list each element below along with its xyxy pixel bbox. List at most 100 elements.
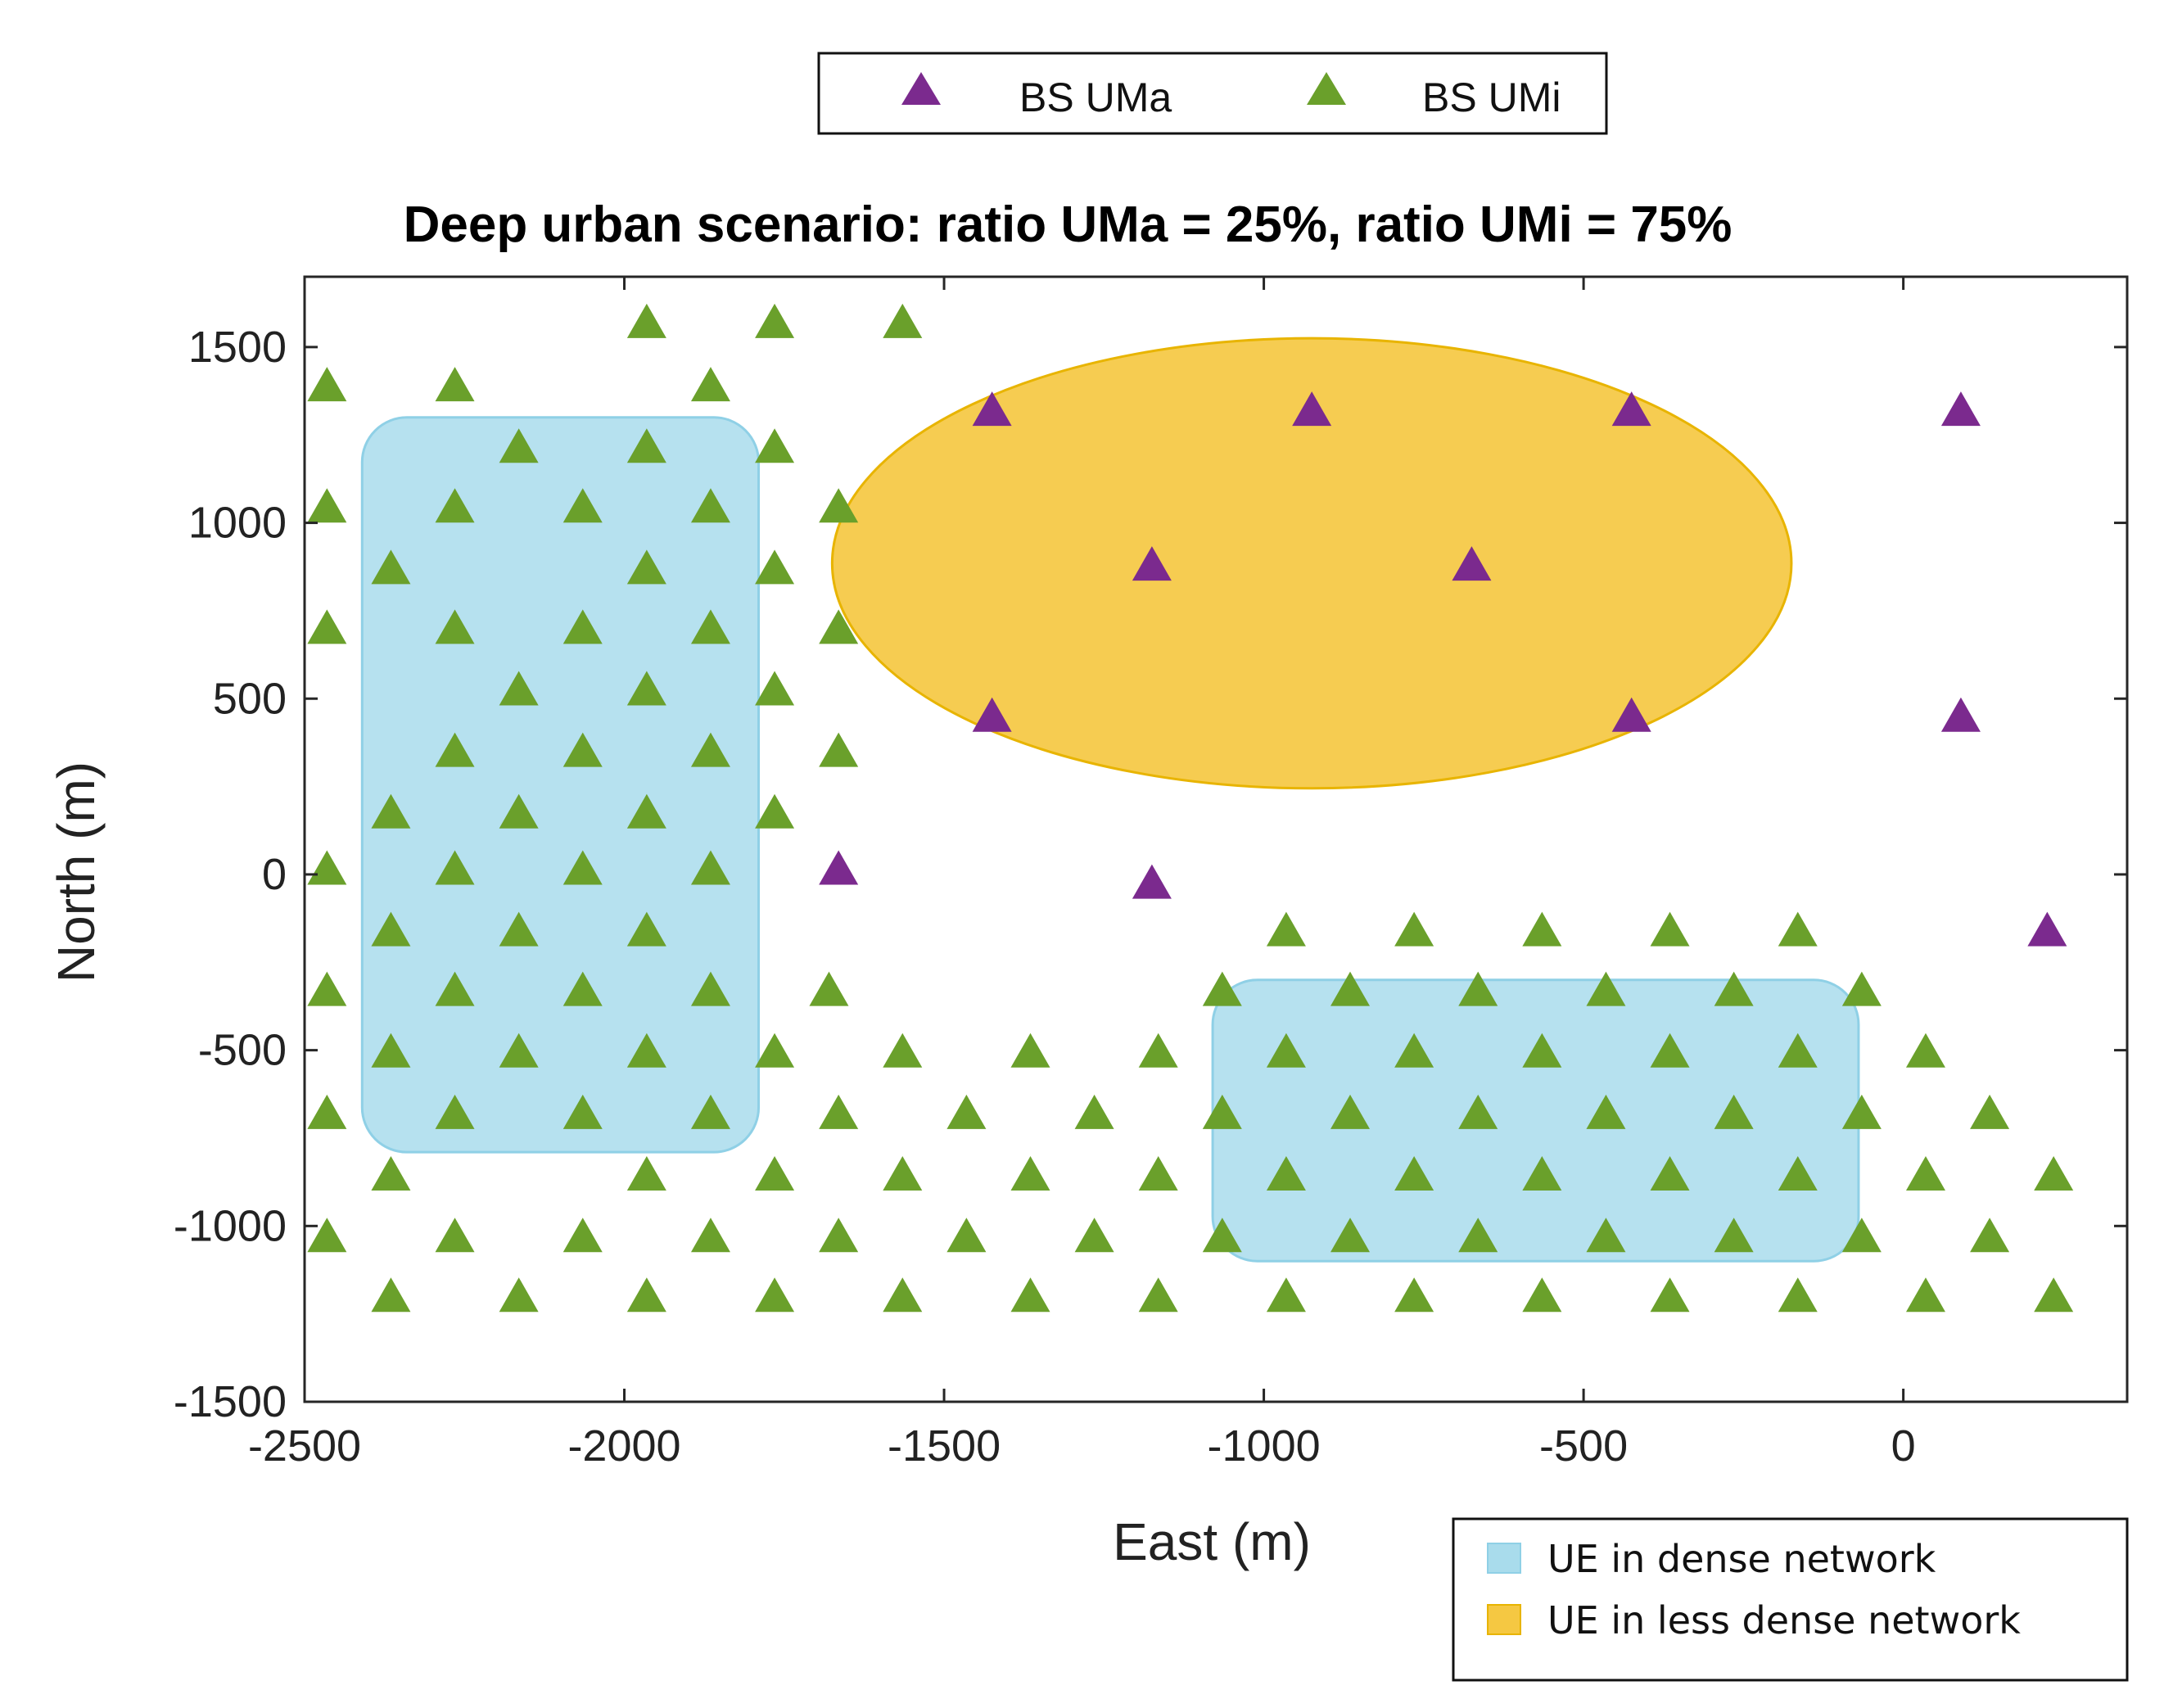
bs-uma-marker-8 [1940, 697, 1981, 732]
bs-umi-marker-81 [1841, 1094, 1882, 1129]
legend-dense-swatch [1487, 1543, 1521, 1574]
bs-umi-marker-46 [435, 971, 475, 1006]
coverage-regions [360, 337, 1860, 1263]
bs-umi-marker-29 [371, 793, 411, 829]
legend-uma-label: BS UMa [1019, 75, 1172, 120]
bs-umi-marker-68 [1905, 1032, 1945, 1068]
marker-legend-box [817, 52, 1608, 135]
bs-umi-marker-39 [626, 911, 666, 947]
bs-umi-marker-3 [307, 367, 347, 402]
x-tick-label: -500 [1539, 1421, 1628, 1471]
bs-umi-marker-20 [690, 609, 730, 644]
bs-umi-marker-115 [1010, 1277, 1050, 1313]
x-axis-label: East (m) [1113, 1512, 1311, 1571]
bs-umi-marker-44 [1778, 911, 1818, 947]
bs-umi-marker-57 [499, 1032, 539, 1068]
bs-umi-marker-1 [755, 303, 795, 338]
x-tick-label: 0 [1891, 1421, 1916, 1471]
bs-umi-marker-24 [755, 671, 795, 706]
bs-uma-marker-11 [2027, 911, 2067, 947]
bs-umi-marker-85 [755, 1156, 795, 1191]
x-tick-label: -2000 [567, 1421, 680, 1471]
bs-umi-marker-84 [626, 1156, 666, 1191]
bs-umi-marker-77 [1330, 1094, 1371, 1129]
bs-umi-marker-78 [1458, 1094, 1498, 1129]
bs-umi-marker-74 [946, 1094, 987, 1129]
bs-umi-marker-122 [1905, 1277, 1945, 1313]
bs-umi-marker-82 [1970, 1094, 2010, 1129]
bs-umi-marker-113 [755, 1277, 795, 1313]
y-tick-label: -1500 [174, 1377, 287, 1426]
bs-umi-marker-121 [1778, 1277, 1818, 1313]
y-tick-label: 500 [213, 674, 287, 723]
bs-umi-marker-54 [1714, 971, 1754, 1006]
bs-umi-marker-7 [626, 428, 666, 463]
bs-umi-marker-90 [1394, 1156, 1434, 1191]
legend-umi-label: BS UMi [1422, 75, 1561, 120]
bs-umi-marker-35 [562, 850, 603, 885]
bs-umi-marker-105 [1458, 1218, 1498, 1253]
bs-umi-marker-97 [435, 1218, 475, 1253]
bs-umi-marker-116 [1138, 1277, 1178, 1313]
bs-umi-marker-96 [307, 1218, 347, 1253]
bs-umi-marker-66 [1650, 1032, 1690, 1068]
y-axis-label: North (m) [47, 761, 106, 983]
bs-umi-marker-49 [809, 971, 849, 1006]
bs-umi-marker-23 [626, 671, 666, 706]
legend-uma-triangle-icon [901, 72, 941, 105]
bs-umi-marker-111 [499, 1277, 539, 1313]
bs-umi-marker-83 [371, 1156, 411, 1191]
bs-umi-marker-45 [307, 971, 347, 1006]
bs-umi-marker-56 [371, 1032, 411, 1068]
bs-umi-marker-31 [626, 793, 666, 829]
chart-title: Deep urban scenario: ratio UMa = 25%, ra… [404, 197, 1733, 253]
bs-umi-marker-60 [883, 1032, 923, 1068]
bs-umi-marker-34 [435, 850, 475, 885]
bs-umi-marker-119 [1522, 1277, 1562, 1313]
bs-umi-marker-106 [1586, 1218, 1626, 1253]
bs-umi-marker-67 [1778, 1032, 1818, 1068]
bs-umi-marker-21 [819, 609, 859, 644]
bs-umi-marker-63 [1266, 1032, 1306, 1068]
region-legend-box [1452, 1517, 2129, 1682]
bs-umi-marker-101 [946, 1218, 987, 1253]
bs-umi-marker-110 [371, 1277, 411, 1313]
bs-umi-marker-36 [690, 850, 730, 885]
bs-umi-marker-112 [626, 1277, 666, 1313]
bs-umi-marker-94 [1905, 1156, 1945, 1191]
y-tick-label: -500 [198, 1026, 287, 1075]
bs-umi-marker-104 [1330, 1218, 1371, 1253]
bs-umi-marker-70 [435, 1094, 475, 1129]
legend-less-dense-swatch [1487, 1604, 1521, 1635]
bs-umi-marker-95 [2034, 1156, 2074, 1191]
bs-umi-marker-28 [819, 732, 859, 767]
bs-umi-marker-93 [1778, 1156, 1818, 1191]
region-legend: UE in dense network UE in less dense net… [1452, 1517, 2129, 1682]
bs-umi-marker-120 [1650, 1277, 1690, 1313]
bs-umi-marker-5 [690, 367, 730, 402]
bs-umi-marker-69 [307, 1094, 347, 1129]
y-tick-label: 1000 [188, 499, 287, 548]
bs-umi-marker-12 [690, 488, 730, 523]
bs-umi-marker-38 [499, 911, 539, 947]
bs-umi-marker-14 [371, 549, 411, 585]
bs-umi-marker-114 [883, 1277, 923, 1313]
bs-umi-marker-26 [562, 732, 603, 767]
bs-uma-marker-7 [1611, 697, 1651, 732]
bs-umi-marker-27 [690, 732, 730, 767]
bs-umi-marker-42 [1522, 911, 1562, 947]
bs-umi-marker-61 [1010, 1032, 1050, 1068]
bs-umi-marker-48 [690, 971, 730, 1006]
dense-network-region-1 [1211, 978, 1860, 1263]
bs-umi-marker-108 [1841, 1218, 1882, 1253]
bs-umi-marker-18 [435, 609, 475, 644]
bs-umi-marker-118 [1394, 1277, 1434, 1313]
bs-umi-marker-98 [562, 1218, 603, 1253]
bs-uma-marker-4 [1132, 546, 1172, 581]
bs-umi-marker-92 [1650, 1156, 1690, 1191]
bs-umi-marker-73 [819, 1094, 859, 1129]
bs-umi-marker-52 [1458, 971, 1498, 1006]
x-tick-label: -2500 [248, 1421, 361, 1471]
bs-umi-marker-22 [499, 671, 539, 706]
